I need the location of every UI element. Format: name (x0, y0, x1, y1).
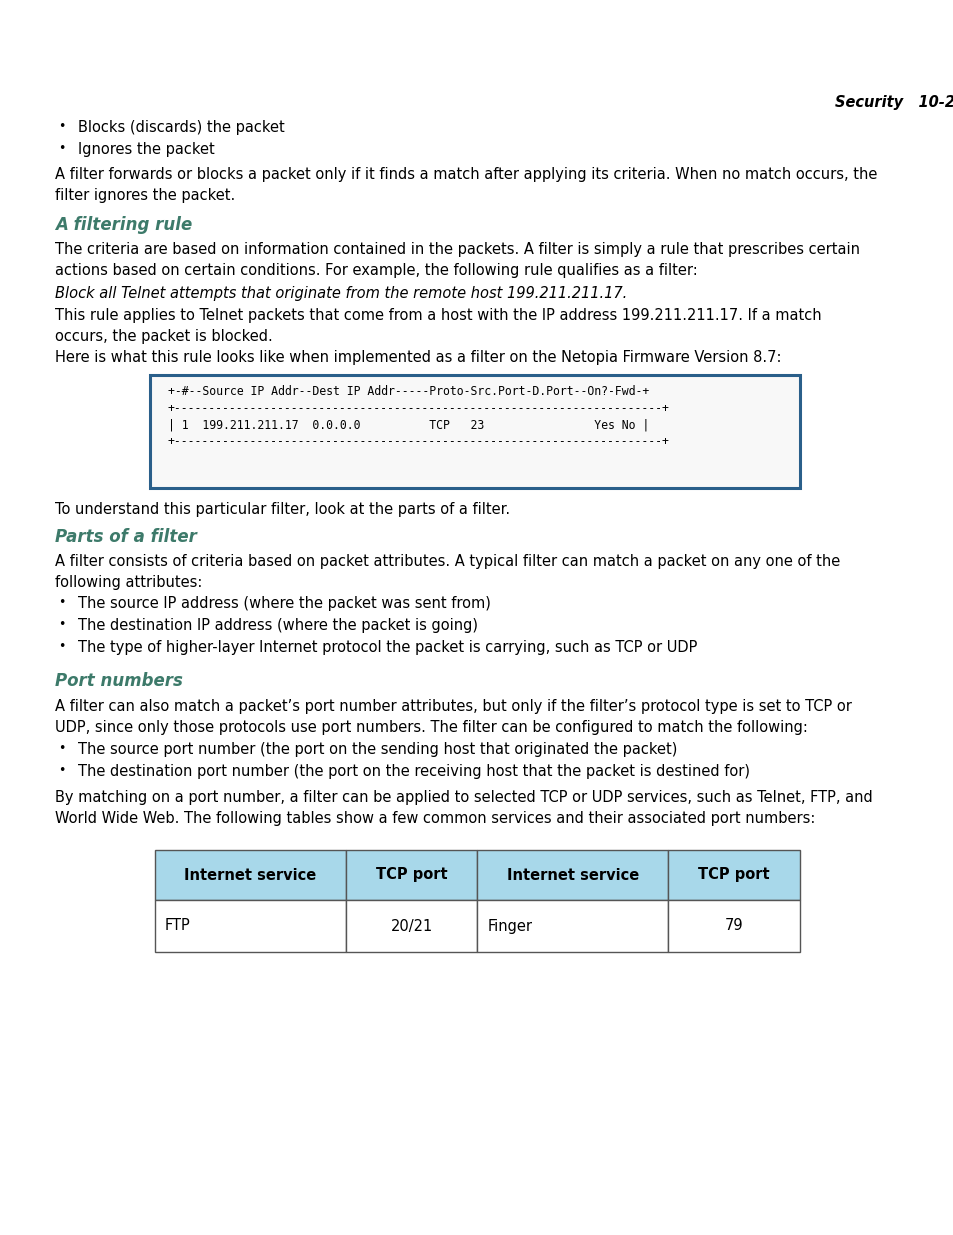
Text: Internet service: Internet service (184, 867, 316, 883)
Text: 79: 79 (724, 919, 742, 934)
Text: Port numbers: Port numbers (55, 672, 183, 690)
Text: TCP port: TCP port (698, 867, 769, 883)
Text: 20/21: 20/21 (390, 919, 433, 934)
Text: •: • (58, 742, 66, 755)
Text: Ignores the packet: Ignores the packet (78, 142, 214, 157)
Text: Blocks (discards) the packet: Blocks (discards) the packet (78, 120, 284, 135)
Text: The criteria are based on information contained in the packets. A filter is simp: The criteria are based on information co… (55, 242, 859, 278)
FancyBboxPatch shape (345, 900, 477, 952)
Text: Security   10-23: Security 10-23 (834, 95, 953, 110)
Text: Finger: Finger (487, 919, 532, 934)
Text: This rule applies to Telnet packets that come from a host with the IP address 19: This rule applies to Telnet packets that… (55, 308, 821, 345)
Text: To understand this particular filter, look at the parts of a filter.: To understand this particular filter, lo… (55, 501, 510, 517)
FancyBboxPatch shape (154, 850, 345, 900)
Text: Here is what this rule looks like when implemented as a filter on the Netopia Fi: Here is what this rule looks like when i… (55, 350, 781, 366)
Text: A filter forwards or blocks a packet only if it finds a match after applying its: A filter forwards or blocks a packet onl… (55, 167, 877, 203)
Text: FTP: FTP (165, 919, 191, 934)
Text: Block all Telnet attempts that originate from the remote host 199.211.211.17.: Block all Telnet attempts that originate… (55, 287, 626, 301)
FancyBboxPatch shape (150, 375, 800, 488)
Text: •: • (58, 640, 66, 653)
Text: •: • (58, 764, 66, 777)
Text: A filter consists of criteria based on packet attributes. A typical filter can m: A filter consists of criteria based on p… (55, 555, 840, 590)
Text: Internet service: Internet service (506, 867, 639, 883)
Text: The type of higher-layer Internet protocol the packet is carrying, such as TCP o: The type of higher-layer Internet protoc… (78, 640, 697, 655)
Text: •: • (58, 120, 66, 133)
Text: The source port number (the port on the sending host that originated the packet): The source port number (the port on the … (78, 742, 677, 757)
Text: The destination IP address (where the packet is going): The destination IP address (where the pa… (78, 618, 477, 634)
Text: TCP port: TCP port (375, 867, 447, 883)
Text: •: • (58, 142, 66, 156)
Text: By matching on a port number, a filter can be applied to selected TCP or UDP ser: By matching on a port number, a filter c… (55, 790, 872, 826)
FancyBboxPatch shape (477, 850, 667, 900)
FancyBboxPatch shape (477, 900, 667, 952)
Text: Parts of a filter: Parts of a filter (55, 529, 196, 546)
Text: A filtering rule: A filtering rule (55, 216, 193, 233)
Text: •: • (58, 597, 66, 609)
Text: +-#--Source IP Addr--Dest IP Addr-----Proto-Src.Port-D.Port--On?-Fwd-+
+--------: +-#--Source IP Addr--Dest IP Addr-----Pr… (168, 385, 669, 448)
FancyBboxPatch shape (154, 900, 345, 952)
Text: The source IP address (where the packet was sent from): The source IP address (where the packet … (78, 597, 491, 611)
FancyBboxPatch shape (667, 850, 800, 900)
FancyBboxPatch shape (345, 850, 477, 900)
FancyBboxPatch shape (667, 900, 800, 952)
Text: •: • (58, 618, 66, 631)
Text: A filter can also match a packet’s port number attributes, but only if the filte: A filter can also match a packet’s port … (55, 699, 851, 735)
Text: The destination port number (the port on the receiving host that the packet is d: The destination port number (the port on… (78, 764, 749, 779)
